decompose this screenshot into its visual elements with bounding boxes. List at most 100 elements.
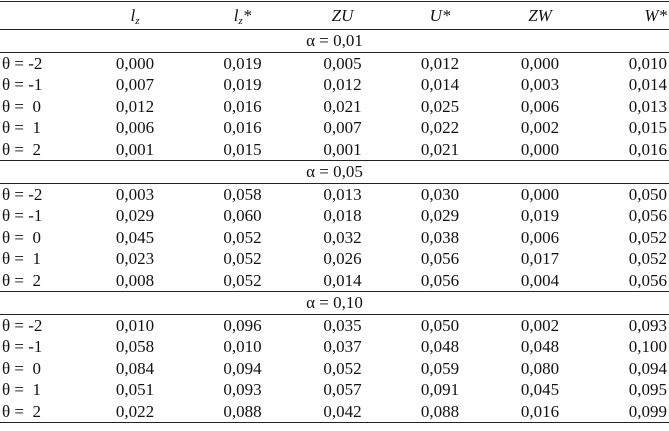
value-cell: 0,010	[223, 337, 262, 356]
value-cell: 0,048	[420, 337, 460, 356]
value-cell: 0,058	[115, 337, 155, 356]
value-cell: 0,059	[420, 358, 460, 378]
value-cell: 0,032	[323, 227, 362, 247]
value-cell: 0,010	[115, 315, 155, 335]
table-body: lz lz* ZU U* ZW W* α = 0,01 θ = -2 0,000 0,019 0,0…	[0, 1, 669, 423]
section-label: α = 0,01	[0, 29, 669, 53]
row-label: θ = -1	[2, 337, 43, 356]
data-row: θ = -2 0,000 0,019 0,005 0,012 0,000 0,010	[0, 52, 669, 74]
value-cell: 0,094	[223, 358, 262, 378]
value-cell: 0,006	[520, 227, 560, 247]
value-cell: 0,000	[520, 139, 560, 159]
column-header: lz	[80, 1, 190, 30]
value-cell: 0,014	[628, 75, 667, 94]
row-label: θ = 0	[2, 227, 41, 247]
value-cell: 0,019	[223, 75, 262, 94]
value-cell: 0,019	[223, 53, 262, 73]
data-row: θ = 0 0,012 0,016 0,021 0,025 0,006 0,013	[0, 96, 669, 118]
section-row: α = 0,10	[0, 291, 669, 315]
value-cell: 0,084	[115, 358, 155, 378]
row-label: θ = 0	[2, 358, 41, 378]
value-cell: 0,057	[323, 380, 362, 399]
column-header: lz*	[190, 1, 295, 30]
value-cell: 0,026	[323, 249, 362, 268]
data-row: θ = 0 0,084 0,094 0,052 0,059 0,080 0,094	[0, 358, 669, 380]
row-label: θ = -2	[2, 53, 43, 73]
value-cell: 0,023	[115, 249, 155, 268]
data-row: θ = -1 0,058 0,010 0,037 0,048 0,048 0,100	[0, 336, 669, 358]
value-cell: 0,045	[115, 227, 155, 247]
value-cell: 0,050	[628, 184, 667, 204]
value-cell: 0,052	[223, 270, 262, 290]
column-header: U*	[390, 1, 490, 30]
header-row: lz lz* ZU U* ZW W*	[0, 1, 669, 30]
value-cell: 0,093	[628, 315, 667, 335]
section-label: α = 0,10	[0, 291, 669, 315]
value-cell: 0,056	[628, 206, 667, 225]
value-cell: 0,007	[323, 118, 362, 137]
value-cell: 0,021	[420, 139, 460, 159]
value-cell: 0,095	[628, 380, 667, 399]
value-cell: 0,018	[323, 206, 362, 225]
header-main: ZU	[331, 5, 354, 25]
header-main: l	[130, 5, 136, 25]
value-cell: 0,088	[190, 400, 295, 423]
header-main: W*	[644, 5, 667, 25]
row-label: θ = -1	[2, 206, 43, 225]
row-label: θ = 2	[0, 400, 80, 423]
data-row: θ = 2 0,008 0,052 0,014 0,056 0,004 0,056	[0, 270, 669, 292]
value-cell: 0,003	[115, 184, 155, 204]
row-label: θ = 1	[2, 380, 41, 399]
value-cell: 0,016	[628, 139, 667, 159]
value-cell: 0,088	[390, 400, 490, 423]
value-cell: 0,004	[520, 270, 560, 290]
row-label: θ = -1	[2, 75, 43, 94]
value-cell: 0,050	[420, 315, 460, 335]
section-label: α = 0,05	[0, 160, 669, 184]
data-row: θ = -2 0,003 0,058 0,013 0,030 0,000 0,050	[0, 183, 669, 205]
value-cell: 0,096	[223, 315, 262, 335]
value-cell: 0,030	[420, 184, 460, 204]
header-suffix: *	[242, 5, 252, 25]
value-cell: 0,094	[628, 358, 667, 378]
row-label: θ = 1	[2, 249, 41, 268]
value-cell: 0,051	[115, 380, 155, 399]
data-row: θ = -2 0,010 0,096 0,035 0,050 0,002 0,093	[0, 314, 669, 336]
value-cell: 0,029	[420, 206, 460, 225]
value-cell: 0,021	[323, 96, 362, 116]
section-row: α = 0,01	[0, 29, 669, 53]
value-cell: 0,012	[420, 53, 460, 73]
value-cell: 0,045	[520, 380, 560, 399]
value-cell: 0,001	[115, 139, 155, 159]
value-cell: 0,056	[628, 270, 667, 290]
row-label: θ = 1	[2, 118, 41, 137]
header-main: U*	[429, 5, 451, 25]
data-row: θ = 1 0,023 0,052 0,026 0,056 0,017 0,052	[0, 248, 669, 270]
value-cell: 0,016	[490, 400, 590, 423]
value-cell: 0,007	[115, 75, 155, 94]
value-cell: 0,002	[520, 315, 560, 335]
value-cell: 0,058	[223, 184, 262, 204]
value-cell: 0,008	[115, 270, 155, 290]
value-cell: 0,035	[323, 315, 362, 335]
value-cell: 0,015	[628, 118, 667, 137]
value-cell: 0,056	[420, 270, 460, 290]
value-cell: 0,038	[420, 227, 460, 247]
column-header: ZW	[490, 1, 590, 30]
row-label: θ = -2	[2, 184, 43, 204]
value-cell: 0,056	[420, 249, 460, 268]
value-cell: 0,022	[80, 400, 190, 423]
value-cell: 0,014	[323, 270, 362, 290]
results-table: lz lz* ZU U* ZW W* α = 0,01 θ = -2 0,000 0,019 0,0…	[0, 1, 669, 423]
value-cell: 0,019	[520, 206, 560, 225]
value-cell: 0,052	[628, 249, 667, 268]
value-cell: 0,000	[520, 184, 560, 204]
data-row: θ = 2 0,022 0,088 0,042 0,088 0,016 0,099	[0, 400, 669, 423]
value-cell: 0,006	[115, 118, 155, 137]
data-row: θ = -1 0,007 0,019 0,012 0,014 0,003 0,014	[0, 74, 669, 96]
column-header: ZU	[295, 1, 390, 30]
value-cell: 0,012	[115, 96, 155, 116]
value-cell: 0,022	[420, 118, 460, 137]
value-cell: 0,000	[115, 53, 155, 73]
